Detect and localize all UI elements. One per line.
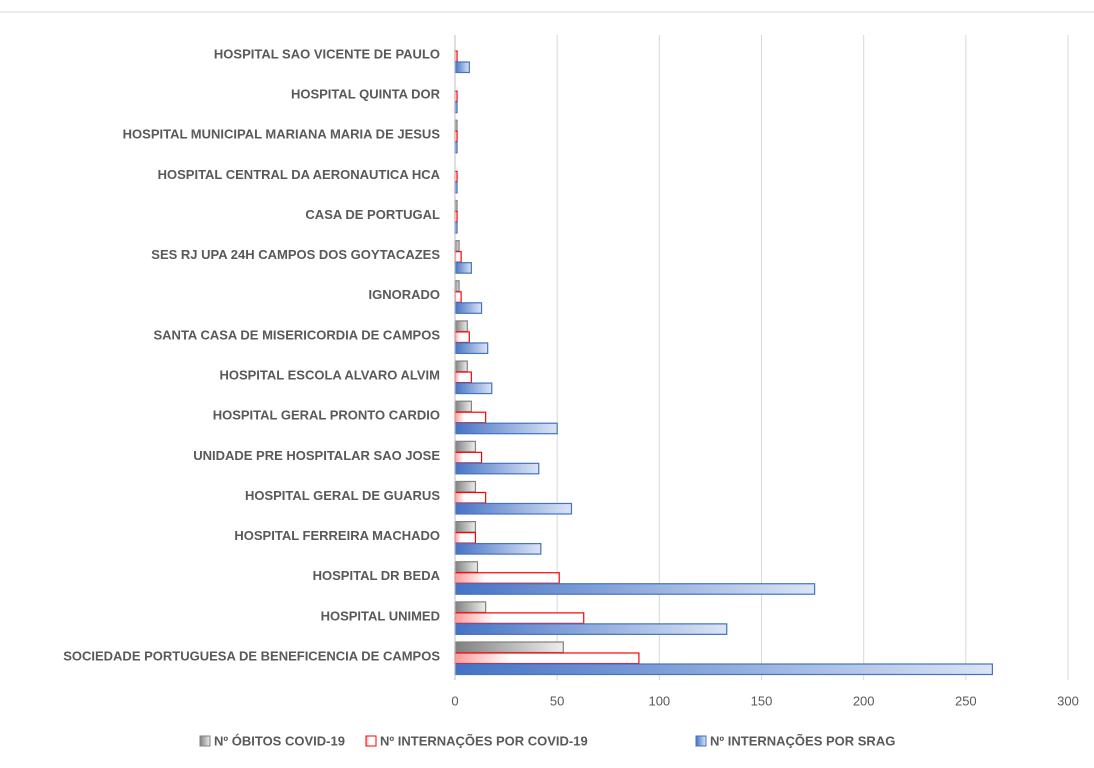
- bar: [454, 601, 487, 613]
- bar: [454, 320, 468, 333]
- category-label: SES RJ UPA 24H CAMPOS DOS GOYTACAZES: [151, 247, 440, 262]
- bar: [454, 302, 483, 314]
- category-label: HOSPITAL UNIMED: [321, 608, 440, 623]
- bar: [454, 612, 585, 624]
- category-label: SANTA CASA DE MISERICORDIA DE CAMPOS: [154, 327, 441, 342]
- bar: [454, 663, 993, 676]
- bar: [454, 262, 472, 274]
- x-tick-label: 300: [1057, 693, 1079, 708]
- legend-swatch: [199, 735, 211, 747]
- bar: [454, 61, 470, 74]
- bar: [454, 400, 472, 413]
- category-label: HOSPITAL MUNICIPAL MARIANA MARIA DE JESU…: [123, 127, 441, 142]
- bar: [454, 382, 493, 395]
- bar: [454, 451, 483, 464]
- bar: [454, 623, 728, 635]
- bar: [454, 491, 487, 504]
- bar: [454, 371, 472, 384]
- x-tick-label: 150: [751, 693, 773, 708]
- bar: [454, 583, 816, 595]
- category-label: UNIDADE PRE HOSPITALAR SAO JOSE: [193, 448, 440, 463]
- category-label: HOSPITAL CENTRAL DA AERONAUTICA HCA: [158, 167, 441, 182]
- x-tick-label: 100: [648, 693, 670, 708]
- x-tick-label: 250: [955, 693, 977, 708]
- category-label: SOCIEDADE PORTUGUESA DE BENEFICENCIA DE …: [63, 648, 440, 663]
- category-label: HOSPITAL QUINTA DOR: [291, 87, 441, 102]
- category-label: IGNORADO: [369, 287, 441, 302]
- category-label: HOSPITAL ESCOLA ALVARO ALVIM: [219, 368, 440, 383]
- bar: [454, 542, 542, 555]
- legend-label: Nº INTERNAÇÕES POR COVID-19: [380, 733, 588, 748]
- bar: [454, 440, 477, 453]
- bar: [454, 422, 558, 435]
- legend-label: Nº INTERNAÇÕES POR SRAG: [710, 733, 895, 748]
- bar: [454, 572, 560, 584]
- legend-label: Nº ÓBITOS COVID-19: [214, 733, 345, 748]
- bar: [454, 360, 468, 373]
- bar: [454, 251, 462, 263]
- x-tick-label: 50: [550, 693, 564, 708]
- bar: [454, 652, 640, 665]
- legend-swatch: [365, 735, 377, 747]
- bar: [454, 240, 460, 252]
- bar: [454, 280, 460, 292]
- category-label: HOSPITAL SAO VICENTE DE PAULO: [214, 46, 440, 61]
- bar: [454, 502, 573, 515]
- bar: [454, 480, 477, 493]
- category-label: HOSPITAL GERAL PRONTO CARDIO: [213, 408, 440, 423]
- x-tick-label: 0: [451, 693, 458, 708]
- bar: [454, 462, 540, 475]
- bar: [454, 342, 489, 355]
- category-label: HOSPITAL DR BEDA: [313, 568, 441, 583]
- bar: [454, 561, 479, 573]
- category-label: HOSPITAL FERREIRA MACHADO: [234, 528, 440, 543]
- bar: [454, 331, 470, 344]
- legend-swatch: [695, 735, 707, 747]
- x-tick-label: 200: [853, 693, 875, 708]
- bar: [454, 411, 487, 424]
- bar: [454, 520, 477, 533]
- category-label: HOSPITAL GERAL DE GUARUS: [245, 488, 440, 503]
- bar: [454, 531, 477, 544]
- bar: [454, 291, 462, 303]
- category-label: CASA DE PORTUGAL: [305, 207, 440, 222]
- bar: [454, 641, 564, 654]
